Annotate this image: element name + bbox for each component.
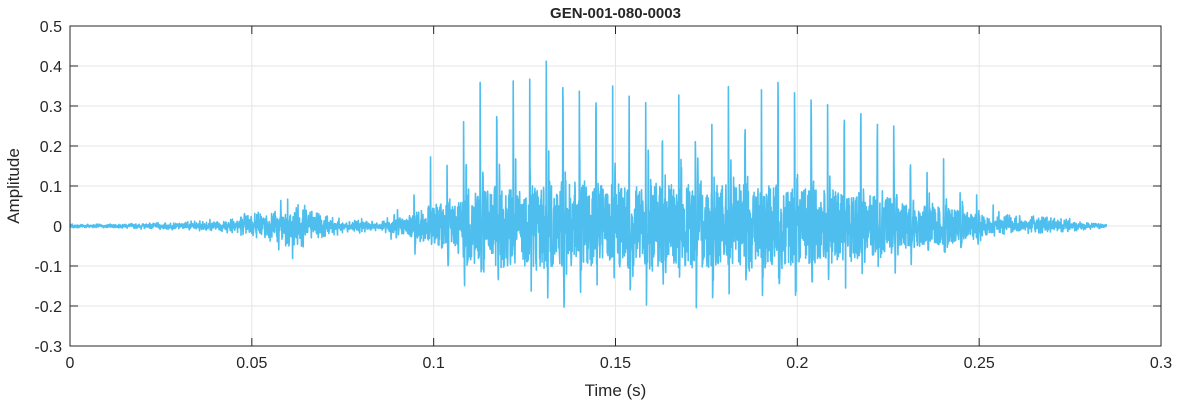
y-tick-labels: -0.3 -0.2 -0.1 0 0.1 0.2 0.3 0.4 0.5 (34, 19, 62, 356)
x-tick-label-1: 0.05 (236, 355, 267, 372)
y-tick-label-8: 0.5 (40, 19, 62, 36)
y-tick-label-0: -0.3 (34, 339, 62, 356)
x-tick-label-0: 0 (66, 355, 75, 372)
y-tick-label-2: -0.1 (34, 259, 62, 276)
y-tick-label-6: 0.3 (40, 99, 62, 116)
y-tick-label-3: 0 (53, 219, 62, 236)
x-tick-label-3: 0.15 (600, 355, 631, 372)
x-tick-label-4: 0.2 (786, 355, 808, 372)
x-tick-label-5: 0.25 (964, 355, 995, 372)
x-tick-label-2: 0.1 (423, 355, 445, 372)
y-tick-label-5: 0.2 (40, 139, 62, 156)
signal-line (69, 60, 1108, 309)
signal-series (69, 60, 1108, 309)
y-tick-label-1: -0.2 (34, 299, 62, 316)
y-tick-label-7: 0.4 (40, 59, 62, 76)
x-tick-label-6: 0.3 (1150, 355, 1172, 372)
chart-title: GEN-001-080-0003 (550, 5, 681, 22)
x-axis-label: Time (s) (585, 381, 647, 400)
y-axis-label: Amplitude (4, 148, 23, 224)
x-tick-labels: 0 0.05 0.1 0.15 0.2 0.25 0.3 (66, 355, 1173, 372)
y-tick-label-4: 0.1 (40, 179, 62, 196)
plot-frame (69, 25, 1162, 347)
